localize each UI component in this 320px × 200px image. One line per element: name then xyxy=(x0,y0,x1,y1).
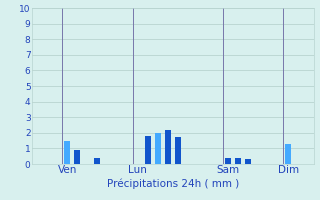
Bar xyxy=(145,136,151,164)
Bar xyxy=(285,144,292,164)
X-axis label: Précipitations 24h ( mm ): Précipitations 24h ( mm ) xyxy=(107,178,239,189)
Bar xyxy=(235,158,241,164)
Bar xyxy=(165,130,171,164)
Bar xyxy=(155,133,161,164)
Bar xyxy=(245,159,251,164)
Bar xyxy=(64,141,70,164)
Bar xyxy=(94,158,100,164)
Bar xyxy=(225,158,231,164)
Bar xyxy=(175,137,181,164)
Bar xyxy=(74,150,80,164)
